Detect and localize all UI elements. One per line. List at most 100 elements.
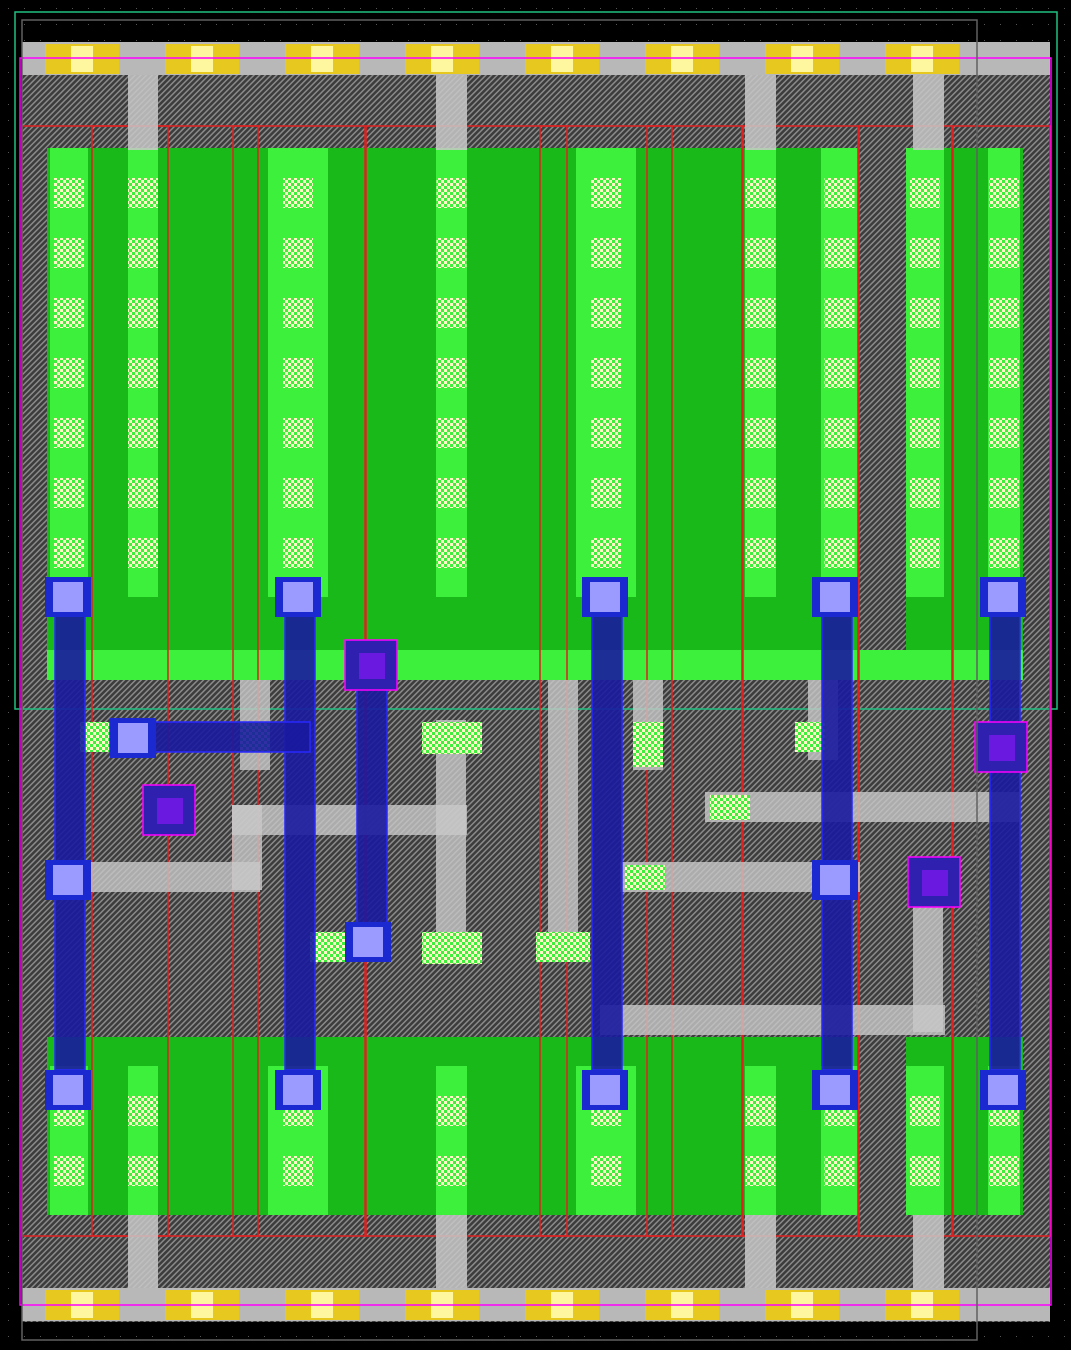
via-cut bbox=[988, 1075, 1018, 1105]
metal2-wire bbox=[356, 659, 388, 951]
via-cut bbox=[53, 865, 83, 895]
diffusion-contact bbox=[910, 418, 940, 448]
diffusion-contact bbox=[824, 418, 855, 448]
diffusion-contact bbox=[745, 538, 776, 568]
diffusion-contact bbox=[824, 178, 855, 208]
diffusion-contact bbox=[54, 1156, 84, 1186]
metal1-wire bbox=[232, 805, 262, 890]
metal2-wire bbox=[989, 596, 1021, 1071]
diffusion-contact bbox=[591, 178, 621, 208]
via2-cut bbox=[922, 870, 948, 896]
diffusion-layer bbox=[47, 148, 1023, 1215]
diffusion-contact bbox=[436, 358, 467, 388]
diffusion-contact bbox=[128, 538, 158, 568]
diffusion-contact bbox=[283, 298, 313, 328]
diffusion-contact bbox=[591, 238, 621, 268]
diffusion-contact bbox=[283, 538, 313, 568]
diffusion-contact bbox=[989, 298, 1019, 328]
via-cut bbox=[53, 582, 83, 612]
metal1-wire bbox=[232, 805, 467, 835]
metal1-wire bbox=[60, 862, 260, 892]
diffusion-contact bbox=[989, 478, 1019, 508]
diffusion-contact bbox=[54, 298, 84, 328]
diffusion-contact bbox=[745, 238, 776, 268]
diffusion-contact bbox=[745, 1096, 776, 1126]
cell-boundary-outline bbox=[19, 57, 1052, 1306]
diffusion-contact bbox=[910, 298, 940, 328]
diffusion-contact bbox=[128, 418, 158, 448]
diffusion-contact bbox=[283, 478, 313, 508]
diffusion-contact bbox=[128, 178, 158, 208]
diffusion-contact bbox=[745, 178, 776, 208]
metal1-rail-tap bbox=[913, 1215, 944, 1288]
diffusion-contact bbox=[745, 298, 776, 328]
via2-cut bbox=[359, 653, 385, 679]
diffusion-contact bbox=[824, 538, 855, 568]
metal1-rail-tap bbox=[128, 75, 158, 150]
diffusion-contact bbox=[745, 1156, 776, 1186]
diffusion-contact bbox=[824, 478, 855, 508]
diffusion-contact bbox=[436, 1096, 467, 1126]
diffusion-contact bbox=[54, 178, 84, 208]
metal1-wire bbox=[600, 1005, 945, 1035]
poly-contact bbox=[633, 722, 663, 767]
via-cut bbox=[820, 1075, 850, 1105]
pmos-diffusion-edge bbox=[47, 650, 1023, 680]
metal1-rail-tap bbox=[745, 75, 776, 150]
metal1-wire bbox=[548, 680, 578, 950]
diffusion-contact bbox=[910, 1156, 940, 1186]
rail-contact bbox=[311, 46, 333, 72]
diffusion-contact bbox=[128, 1156, 158, 1186]
diffusion-contact bbox=[824, 298, 855, 328]
diffusion-contact bbox=[910, 478, 940, 508]
rail-contact bbox=[431, 46, 453, 72]
via-cut bbox=[590, 582, 620, 612]
poly-gate bbox=[857, 125, 860, 1237]
diffusion-contact bbox=[283, 178, 313, 208]
diffusion-contact bbox=[989, 358, 1019, 388]
diffusion-contact bbox=[283, 418, 313, 448]
diffusion-contact bbox=[910, 178, 940, 208]
via-layer bbox=[45, 577, 1028, 1110]
diffusion-contact bbox=[283, 238, 313, 268]
diffusion-contact bbox=[54, 358, 84, 388]
metal1-rail-tap bbox=[436, 75, 467, 150]
diffusion-contact bbox=[436, 478, 467, 508]
via2-cut bbox=[989, 735, 1015, 761]
poly-contact bbox=[795, 722, 825, 752]
via-cut bbox=[283, 582, 313, 612]
diffusion-contact bbox=[824, 238, 855, 268]
diffusion-contact bbox=[54, 238, 84, 268]
poly-contact bbox=[422, 932, 482, 964]
via-cut bbox=[353, 927, 383, 957]
diffusion-contact bbox=[591, 358, 621, 388]
diffusion-contact bbox=[128, 1096, 158, 1126]
diffusion-contact bbox=[436, 538, 467, 568]
metal2-wire bbox=[821, 596, 853, 1071]
diffusion-contact bbox=[591, 478, 621, 508]
cell-boundary bbox=[19, 19, 1052, 1341]
diffusion-contact bbox=[989, 538, 1019, 568]
poly-contact bbox=[422, 722, 482, 754]
poly-contact bbox=[710, 795, 750, 820]
metal1-rail-tap bbox=[913, 75, 944, 150]
diffusion-contact bbox=[910, 1096, 940, 1126]
metal1-layer bbox=[60, 75, 1020, 1288]
diffusion-contact bbox=[989, 238, 1019, 268]
diffusion-contact bbox=[128, 298, 158, 328]
diffusion-contact bbox=[745, 418, 776, 448]
diffusion-contact bbox=[436, 238, 467, 268]
rail-contact bbox=[551, 46, 573, 72]
poly-gate bbox=[951, 125, 954, 1237]
diffusion-contact bbox=[989, 418, 1019, 448]
diffusion-contact bbox=[128, 358, 158, 388]
diffusion-contact bbox=[591, 1156, 621, 1186]
metal1-rail-tap bbox=[436, 1215, 467, 1288]
diffusion-contact bbox=[436, 1156, 467, 1186]
poly-gate bbox=[741, 125, 744, 1237]
diffusion-contact bbox=[989, 1156, 1019, 1186]
metal1-wire bbox=[436, 720, 466, 960]
via-cut bbox=[283, 1075, 313, 1105]
diffusion-contact bbox=[54, 418, 84, 448]
